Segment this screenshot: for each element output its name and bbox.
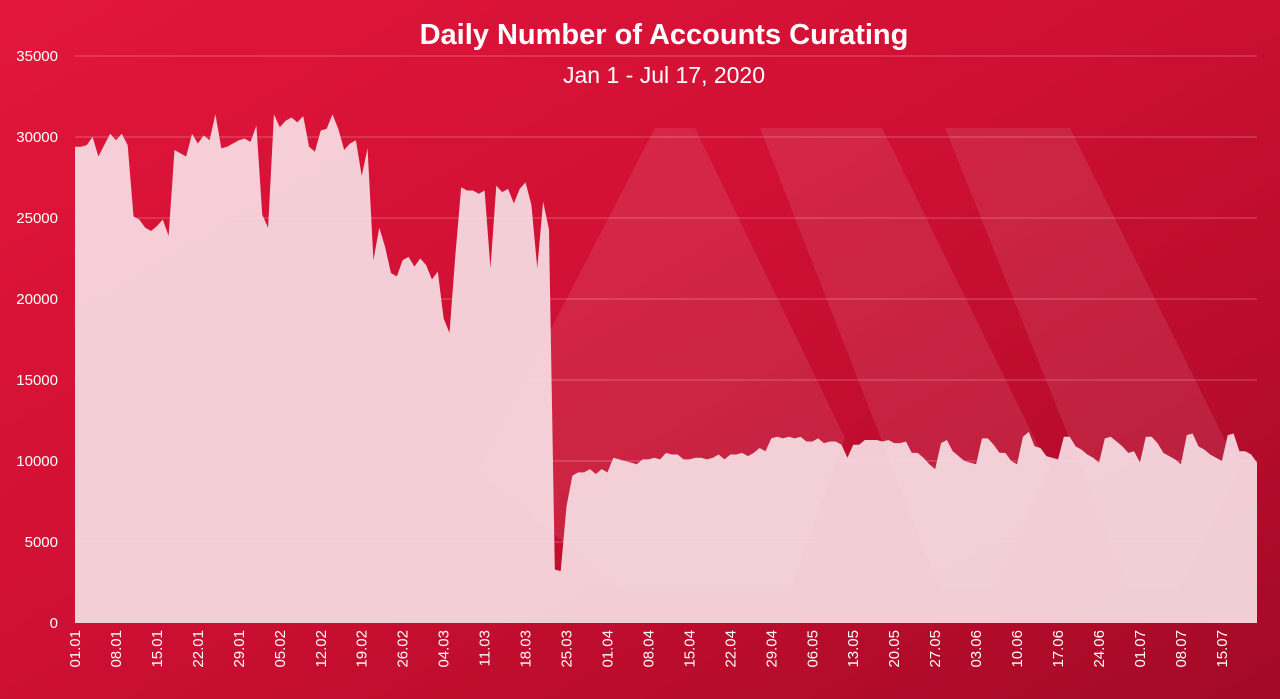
- x-tick-label: 20.05: [886, 630, 903, 668]
- x-tick-label: 10.06: [1009, 630, 1026, 668]
- x-tick-label: 01.04: [599, 630, 616, 668]
- x-tick-label: 18.03: [518, 630, 535, 668]
- chart-title: Daily Number of Accounts Curating: [420, 19, 909, 51]
- x-tick-label: 27.05: [927, 630, 944, 668]
- x-tick-label: 29.01: [231, 630, 248, 668]
- x-tick-label: 17.06: [1050, 630, 1067, 668]
- x-tick-label: 13.05: [845, 630, 862, 668]
- x-tick-label: 01.01: [67, 630, 84, 668]
- x-tick-label: 25.03: [559, 630, 576, 668]
- x-tick-label: 15.04: [681, 630, 698, 668]
- x-tick-label: 08.04: [640, 630, 657, 668]
- x-tick-label: 22.01: [190, 630, 207, 668]
- y-axis-ticks: 0 5000 10000 15000 20000 25000 30000 35000: [16, 48, 58, 632]
- y-tick-label: 35000: [16, 48, 58, 65]
- x-tick-label: 05.02: [272, 630, 289, 668]
- x-tick-label: 24.06: [1091, 630, 1108, 668]
- y-tick-label: 5000: [25, 534, 58, 551]
- y-tick-label: 25000: [16, 210, 58, 227]
- x-axis-ticks: 01.01 08.01 15.01 22.01 29.01 05.02 12.02 19.02…: [67, 630, 1231, 668]
- x-tick-label: 03.06: [968, 630, 985, 668]
- x-tick-label: 06.05: [804, 630, 821, 668]
- y-tick-label: 0: [50, 615, 58, 632]
- x-tick-label: 11.03: [477, 630, 494, 666]
- chart-subtitle: Jan 1 - Jul 17, 2020: [563, 62, 765, 88]
- y-tick-label: 10000: [16, 453, 58, 470]
- area-series: [75, 114, 1257, 623]
- x-tick-label: 12.02: [313, 630, 330, 668]
- x-tick-label: 22.04: [722, 630, 739, 668]
- y-tick-label: 15000: [16, 372, 58, 389]
- x-tick-label: 19.02: [354, 630, 371, 668]
- x-tick-label: 08.01: [108, 630, 125, 668]
- x-tick-label: 04.03: [436, 630, 453, 668]
- x-tick-label: 29.04: [763, 630, 780, 668]
- x-tick-label: 01.07: [1132, 630, 1149, 668]
- x-tick-label: 08.07: [1173, 630, 1190, 668]
- y-tick-label: 30000: [16, 129, 58, 146]
- x-tick-label: 15.01: [149, 630, 166, 668]
- x-tick-label: 26.02: [395, 630, 412, 668]
- x-tick-label: 15.07: [1214, 630, 1231, 668]
- y-tick-label: 20000: [16, 291, 58, 308]
